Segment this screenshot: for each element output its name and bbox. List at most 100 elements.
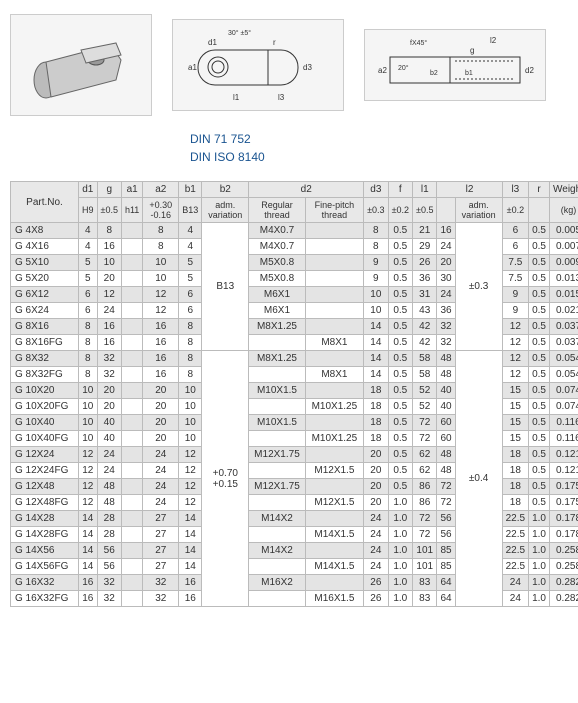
cell: 14 <box>79 527 98 543</box>
cell: ±0.3 <box>455 223 502 351</box>
cell: 15 <box>502 383 528 399</box>
cell: 28 <box>97 511 121 527</box>
cell: G 8X32FG <box>11 367 79 383</box>
cell: 0.5 <box>529 319 550 335</box>
cell: 12 <box>502 351 528 367</box>
cell: 10 <box>364 287 388 303</box>
cell: 1.0 <box>529 591 550 607</box>
cell <box>121 559 142 575</box>
cell <box>121 527 142 543</box>
cell: 0.5 <box>529 223 550 239</box>
cell: 14 <box>179 543 202 559</box>
cell: 0.5 <box>529 255 550 271</box>
cell: 32 <box>437 319 455 335</box>
cell: 16 <box>179 591 202 607</box>
cell <box>305 479 363 495</box>
cell: 1.0 <box>388 511 412 527</box>
cell: 0.5 <box>388 415 412 431</box>
cell: 9 <box>502 287 528 303</box>
cell: 0.282 <box>550 575 578 591</box>
cell: 0.282 <box>550 591 578 607</box>
cell: 0.021 <box>550 303 578 319</box>
cell: 7.5 <box>502 271 528 287</box>
cell: 0.175 <box>550 495 578 511</box>
cell: 1.0 <box>388 527 412 543</box>
cell: 12 <box>79 495 98 511</box>
svg-text:b1: b1 <box>465 70 473 77</box>
cell <box>121 431 142 447</box>
cell: 0.007 <box>550 239 578 255</box>
cell: 20 <box>143 383 179 399</box>
cell: 18 <box>364 415 388 431</box>
cell: 1.0 <box>529 559 550 575</box>
table-row: G 8X32832168+0.70 +0.15M8X1.25140.55848±… <box>11 351 578 367</box>
cell: G 6X24 <box>11 303 79 319</box>
col-d2: d2 <box>249 182 364 198</box>
cell: G 8X16 <box>11 319 79 335</box>
cell <box>305 287 363 303</box>
cell: 0.037 <box>550 335 578 351</box>
cell: G 16X32 <box>11 575 79 591</box>
table-row: G 4X84884B13M4X0.780.52116±0.360.50.005 <box>11 223 578 239</box>
cell: G 5X10 <box>11 255 79 271</box>
cell: M12X1.5 <box>305 495 363 511</box>
cell: 0.5 <box>388 463 412 479</box>
cell: M4X0.7 <box>249 239 305 255</box>
cell: M5X0.8 <box>249 271 305 287</box>
sub-b13: B13 <box>179 198 202 223</box>
sub-r <box>529 198 550 223</box>
cell: 24 <box>437 287 455 303</box>
cell: 16 <box>143 367 179 383</box>
cell: 48 <box>97 479 121 495</box>
cell: 64 <box>437 575 455 591</box>
cell: 86 <box>413 479 437 495</box>
sub-adm: adm. variation <box>202 198 249 223</box>
sub-l1: ±0.5 <box>413 198 437 223</box>
cell: 62 <box>413 463 437 479</box>
cell: 24 <box>364 543 388 559</box>
cell: 60 <box>437 431 455 447</box>
cell: 32 <box>143 591 179 607</box>
cell: M4X0.7 <box>249 223 305 239</box>
cell: 0.5 <box>388 399 412 415</box>
cell: 0.258 <box>550 559 578 575</box>
cell: 0.5 <box>529 447 550 463</box>
cell: 36 <box>437 303 455 319</box>
cell: 58 <box>413 351 437 367</box>
cell: 0.5 <box>529 399 550 415</box>
cell: 12 <box>179 447 202 463</box>
cell: M12X1.5 <box>305 463 363 479</box>
cell: 10 <box>79 399 98 415</box>
cell <box>249 527 305 543</box>
sub-kg: (kg) <box>550 198 578 223</box>
cell: 20 <box>437 255 455 271</box>
cell <box>121 447 142 463</box>
cell: 101 <box>413 543 437 559</box>
cell <box>121 239 142 255</box>
cell: 0.5 <box>388 367 412 383</box>
cell <box>121 399 142 415</box>
cell: 0.5 <box>529 495 550 511</box>
cell: 0.074 <box>550 399 578 415</box>
cell: G 12X48 <box>11 479 79 495</box>
cell: 1.0 <box>529 543 550 559</box>
cell: 20 <box>143 431 179 447</box>
sub-l2 <box>437 198 455 223</box>
cell <box>121 319 142 335</box>
cell: 24 <box>143 495 179 511</box>
cell: M8X1.25 <box>249 319 305 335</box>
cell <box>121 511 142 527</box>
col-b2: b2 <box>202 182 249 198</box>
cell: M10X1.5 <box>249 415 305 431</box>
cell: 0.5 <box>388 351 412 367</box>
cell: 16 <box>143 319 179 335</box>
cell: 0.5 <box>529 351 550 367</box>
cell: 1.0 <box>388 559 412 575</box>
cell: 12 <box>143 303 179 319</box>
cell <box>305 575 363 591</box>
cell: 8 <box>97 223 121 239</box>
cell: 0.121 <box>550 463 578 479</box>
cell <box>121 303 142 319</box>
cell <box>249 431 305 447</box>
cell: M6X1 <box>249 303 305 319</box>
